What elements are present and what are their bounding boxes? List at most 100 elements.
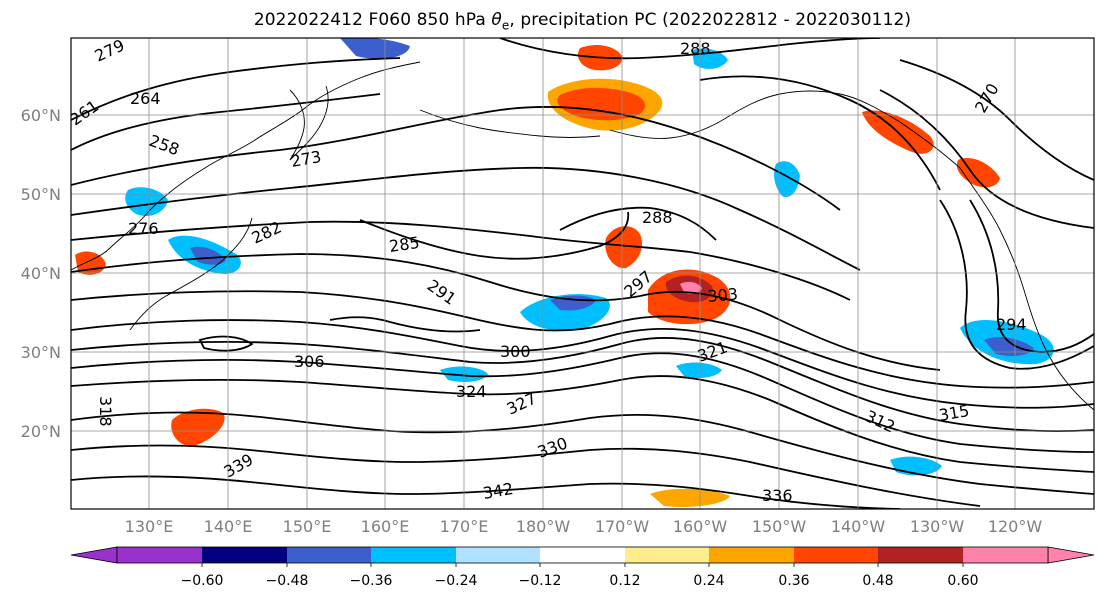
contour-line [879,89,1094,229]
coastline-kamchatka [289,85,329,161]
colorbar-bin-pos-036 [794,547,878,563]
colorbar-label-neg-024: −0.24 [435,573,478,589]
colorbar-bin-neg-048 [202,547,287,563]
contour-line [71,319,1094,409]
shade-negative-sea-okhotsk [125,187,168,217]
colorbar-label-pos-036: 0.36 [778,573,809,589]
contour-line [899,59,1094,181]
shade-positive-central-pacific [605,226,643,269]
contour-label: 300 [500,342,531,361]
contour-line [71,57,401,121]
lon-label-160w: 160°W [673,517,728,536]
contour-line [329,316,481,333]
contour-line [71,337,1094,433]
map-frame [70,37,1095,510]
shade-negative-gulf-alaska [774,161,800,198]
contour-line [71,352,1094,453]
lon-label-120w: 120°W [988,517,1043,536]
shade-positive-jet-core-peak [680,281,702,295]
shade-negative-north-korea-core [190,246,226,265]
map-plot-area: 279 264 261 258 273 276 282 285 288 291 … [71,38,1094,509]
contour-line [71,106,841,211]
title-suffix: , precipitation PC (2022022812 - 2022030… [509,10,912,30]
lon-label-150w: 150°W [752,517,807,536]
colorbar-label-pos-060: 0.60 [947,573,978,589]
shade-positive-north-pacific-core [557,87,646,121]
lon-label-130w: 130°W [910,517,965,536]
shade-positive-subtropics [650,488,730,507]
colorbar-extend-right [1047,546,1095,564]
colorbar-bin-neg-012 [456,547,540,563]
contour-line [699,75,941,191]
coastline-asia [71,61,421,271]
shade-positive-west-pacific [171,408,225,447]
contour-line [71,290,1094,389]
coastline-aleutians [419,109,601,138]
contour-line [71,475,901,509]
colorbar-bin-pos-012 [625,547,709,563]
colorbar-label-neg-036: −0.36 [350,573,393,589]
lon-label-130e: 130°E [125,517,174,536]
contour-label: 288 [642,208,673,227]
contour-line [71,375,1094,473]
contour-line [969,199,1094,353]
contour-label: 264 [130,89,161,108]
lat-label-20n: 20°N [21,422,61,441]
shade-negative-hawaii [676,362,722,378]
contour-line [71,411,1094,495]
latitude-labels: 60°N 50°N 40°N 30°N 20°N [21,106,61,441]
longitude-labels: 130°E 140°E 150°E 160°E 170°E 180°W 170°… [125,517,1043,536]
colorbar-ticks [201,563,964,567]
colorbar-bin-pos-060 [963,547,1048,563]
colorbar-bin-neg-024 [371,547,456,563]
lon-label-140e: 140°E [204,517,253,536]
colorbar-label-neg-048: −0.48 [266,573,309,589]
contour-line [71,93,381,151]
title-prefix: 2022022412 F060 850 hPa [253,10,492,30]
colorbar-label-neg-060: −0.60 [181,573,224,589]
colorbar-frame [116,546,1049,564]
lon-label-170e: 170°E [440,517,489,536]
contour-line [71,166,861,271]
colorbar-bin-pos-048 [878,547,963,563]
shade-negative-kamchatka [340,38,410,59]
map-title: 2022022412 F060 850 hPa θe, precipitatio… [0,10,1105,32]
coastline-alaska [609,90,961,169]
theta-e-contours [71,38,1094,509]
colorbar-label-neg-012: −0.12 [519,573,562,589]
coastlines [71,61,1094,411]
colorbar-label-pos-012: 0.12 [609,573,640,589]
contour-line [939,199,1094,370]
lat-label-40n: 40°N [21,264,61,283]
lat-label-50n: 50°N [21,185,61,204]
colorbar: −0.60 −0.48 −0.36 −0.24 −0.12 0.12 0.24 … [70,546,1095,589]
coastline-america [959,167,1094,411]
colorbar-bin-zero [540,547,625,563]
contour-line [71,220,851,301]
colorbar-bin-pos-024 [709,547,794,563]
lon-label-180w: 180°W [516,517,571,536]
contour-label: 288 [680,39,711,58]
lon-label-150e: 150°E [283,517,332,536]
contour-label: 318 [96,396,115,427]
lon-label-170w: 170°W [595,517,650,536]
colorbar-extend-left [70,546,118,564]
lon-label-140w: 140°W [831,517,886,536]
title-theta: θ [491,10,502,30]
lat-label-60n: 60°N [21,106,61,125]
contour-label: 303 [707,284,739,306]
colorbar-bin-neg-060 [117,547,202,563]
coastline-japan [129,217,253,331]
contour-label: 324 [456,382,487,401]
lat-lon-grid [71,38,1094,509]
title-theta-subscript: e [501,18,510,33]
colorbar-bin-neg-036 [287,547,371,563]
contour-label: 306 [294,352,325,371]
colorbar-label-pos-024: 0.24 [693,573,724,589]
contour-label: 336 [762,486,793,505]
precipitation-shading [75,38,1054,507]
shade-negative-east-pacific-core [984,337,1034,356]
contour-line [499,38,881,60]
contour-label: 285 [388,233,421,256]
